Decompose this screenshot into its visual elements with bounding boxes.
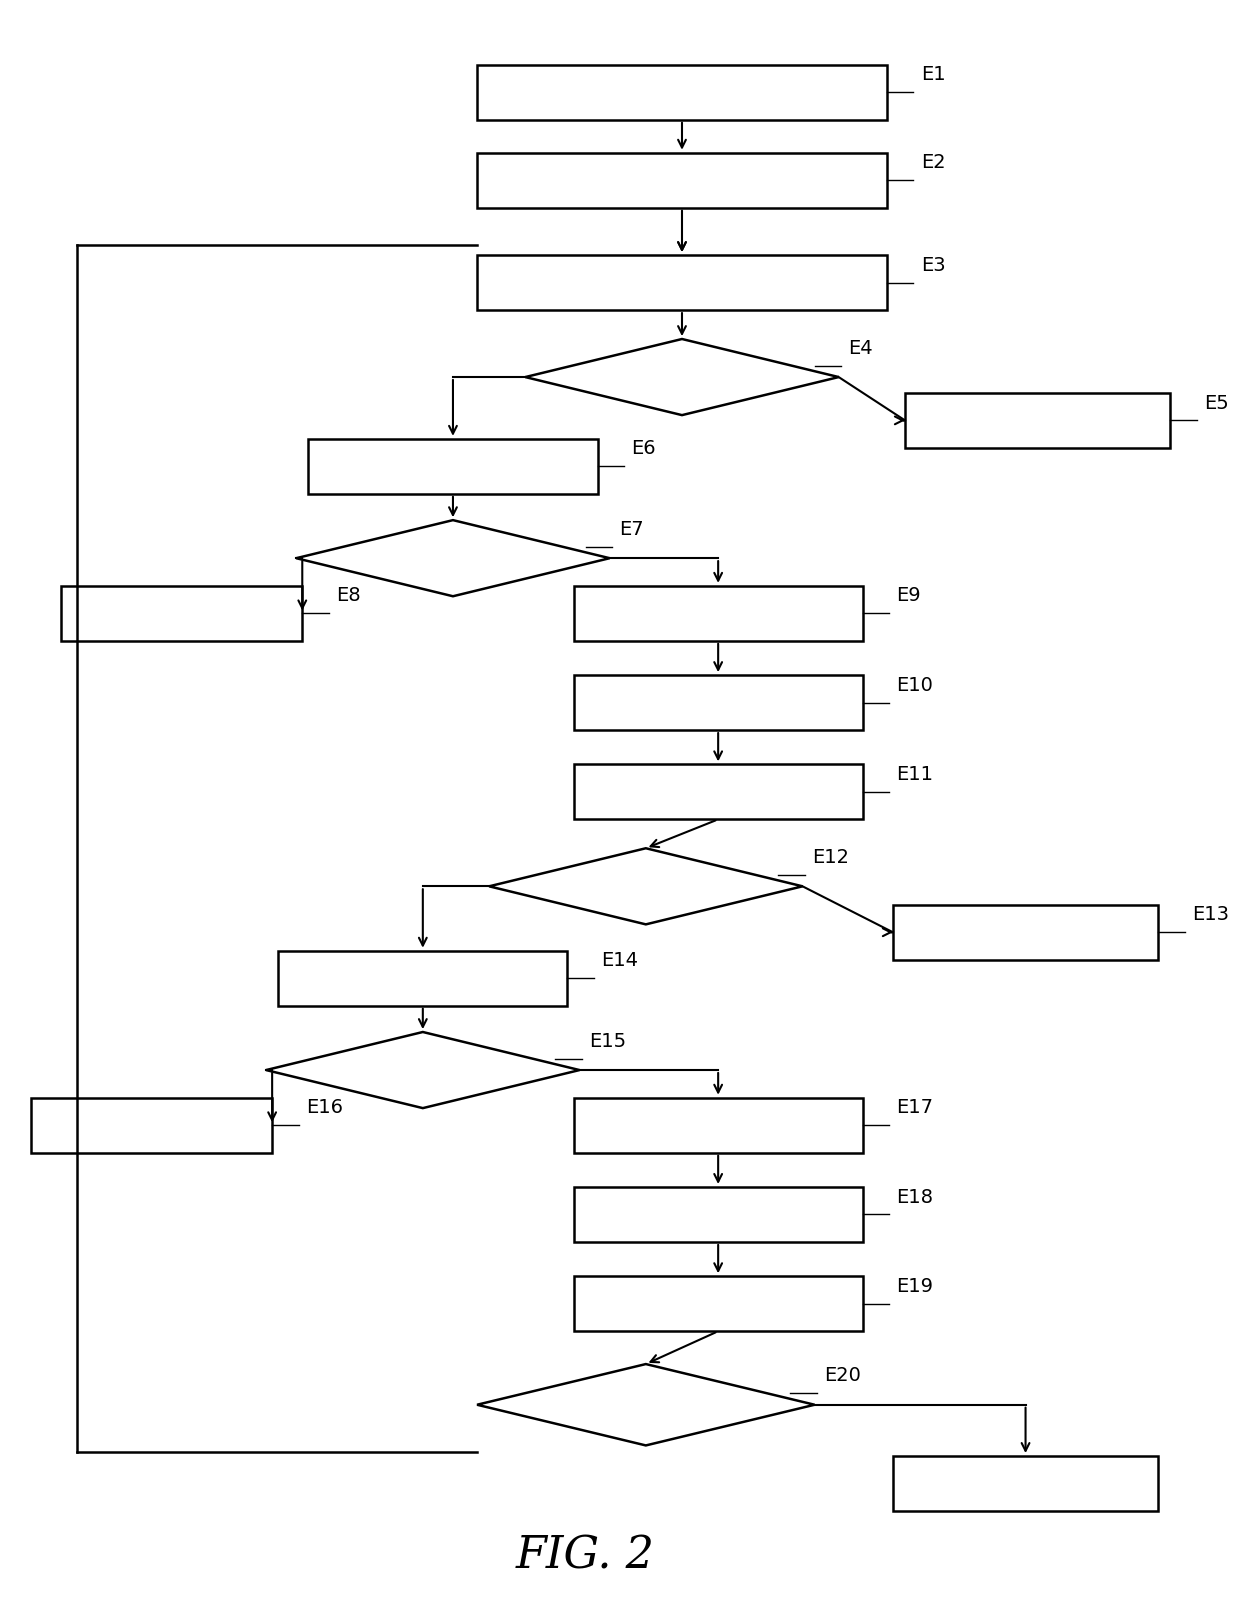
Polygon shape	[296, 521, 610, 596]
Text: E4: E4	[848, 338, 873, 357]
Bar	[574, 1187, 863, 1242]
Text: E16: E16	[306, 1099, 343, 1117]
Text: E7: E7	[619, 521, 644, 538]
Polygon shape	[477, 1363, 815, 1445]
Bar	[31, 1097, 272, 1153]
Bar	[574, 1277, 863, 1331]
Bar	[61, 586, 303, 641]
Bar	[574, 764, 863, 819]
Bar	[477, 255, 887, 311]
Text: E2: E2	[920, 154, 945, 173]
Text: E12: E12	[812, 847, 849, 867]
Text: E18: E18	[897, 1187, 934, 1206]
Polygon shape	[267, 1032, 579, 1109]
Text: E1: E1	[920, 66, 945, 85]
Text: E10: E10	[897, 676, 934, 695]
Text: E5: E5	[1204, 394, 1229, 412]
Bar	[893, 905, 1158, 960]
Text: E9: E9	[897, 586, 921, 606]
Polygon shape	[526, 340, 838, 415]
Text: E14: E14	[601, 952, 639, 971]
Bar	[893, 1456, 1158, 1511]
Text: E19: E19	[897, 1277, 934, 1296]
Text: E20: E20	[825, 1365, 861, 1384]
Bar	[477, 152, 887, 208]
Text: E17: E17	[897, 1099, 934, 1117]
Bar	[278, 950, 568, 1006]
Polygon shape	[489, 847, 802, 924]
Bar	[905, 392, 1171, 449]
Text: E8: E8	[336, 586, 361, 606]
Bar	[574, 1097, 863, 1153]
Bar	[574, 674, 863, 731]
Text: FIG. 2: FIG. 2	[516, 1535, 655, 1578]
Text: E6: E6	[631, 439, 656, 458]
Text: E11: E11	[897, 764, 934, 783]
Bar	[574, 586, 863, 641]
Text: E3: E3	[920, 256, 945, 274]
Text: E15: E15	[589, 1032, 626, 1051]
Bar	[477, 64, 887, 120]
Text: E13: E13	[1192, 905, 1229, 924]
Bar	[309, 439, 598, 493]
